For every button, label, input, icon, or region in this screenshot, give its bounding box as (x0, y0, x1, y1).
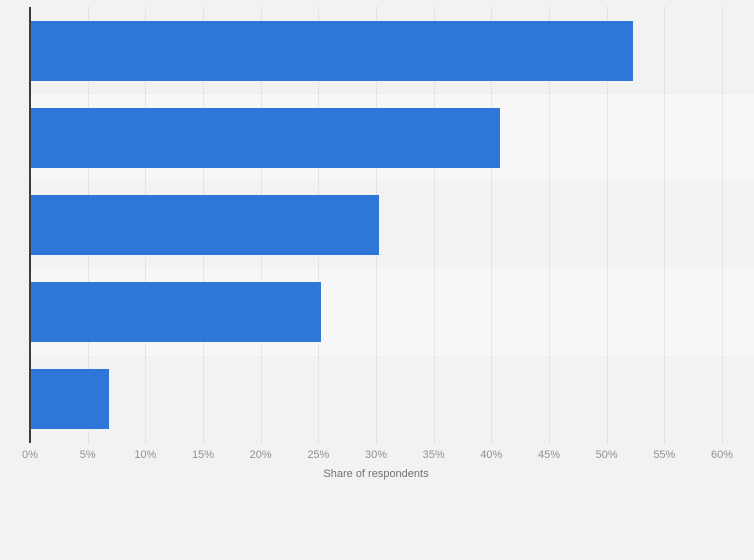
x-tick-label: 10% (134, 449, 157, 461)
bar[interactable] (29, 282, 321, 343)
x-axis-title: Share of respondents (323, 468, 429, 480)
bar[interactable] (29, 20, 633, 81)
gridline (722, 7, 723, 443)
x-tick-label: 30% (364, 449, 388, 461)
x-tick-label: 5% (79, 449, 96, 461)
x-tick-label: 40% (480, 449, 503, 461)
x-tick-label: 45% (537, 449, 561, 461)
gridline (491, 7, 493, 443)
x-tick-label: 25% (307, 449, 330, 461)
gridline (664, 7, 666, 443)
gridline (606, 7, 608, 443)
x-tick-label: 35% (422, 449, 445, 461)
bar[interactable] (29, 107, 500, 168)
gridline (433, 7, 435, 443)
x-tick-label: 20% (249, 449, 272, 461)
gridline (549, 7, 550, 443)
x-tick-label: 60% (710, 449, 734, 461)
row-stripe (30, 356, 754, 443)
bar[interactable] (29, 369, 109, 430)
bar[interactable] (29, 195, 379, 255)
y-axis-line (29, 7, 31, 443)
x-tick-label: 0% (22, 449, 38, 461)
x-tick-label: 55% (653, 449, 676, 461)
x-tick-label: 50% (595, 449, 618, 461)
x-tick-label: 15% (191, 449, 215, 461)
